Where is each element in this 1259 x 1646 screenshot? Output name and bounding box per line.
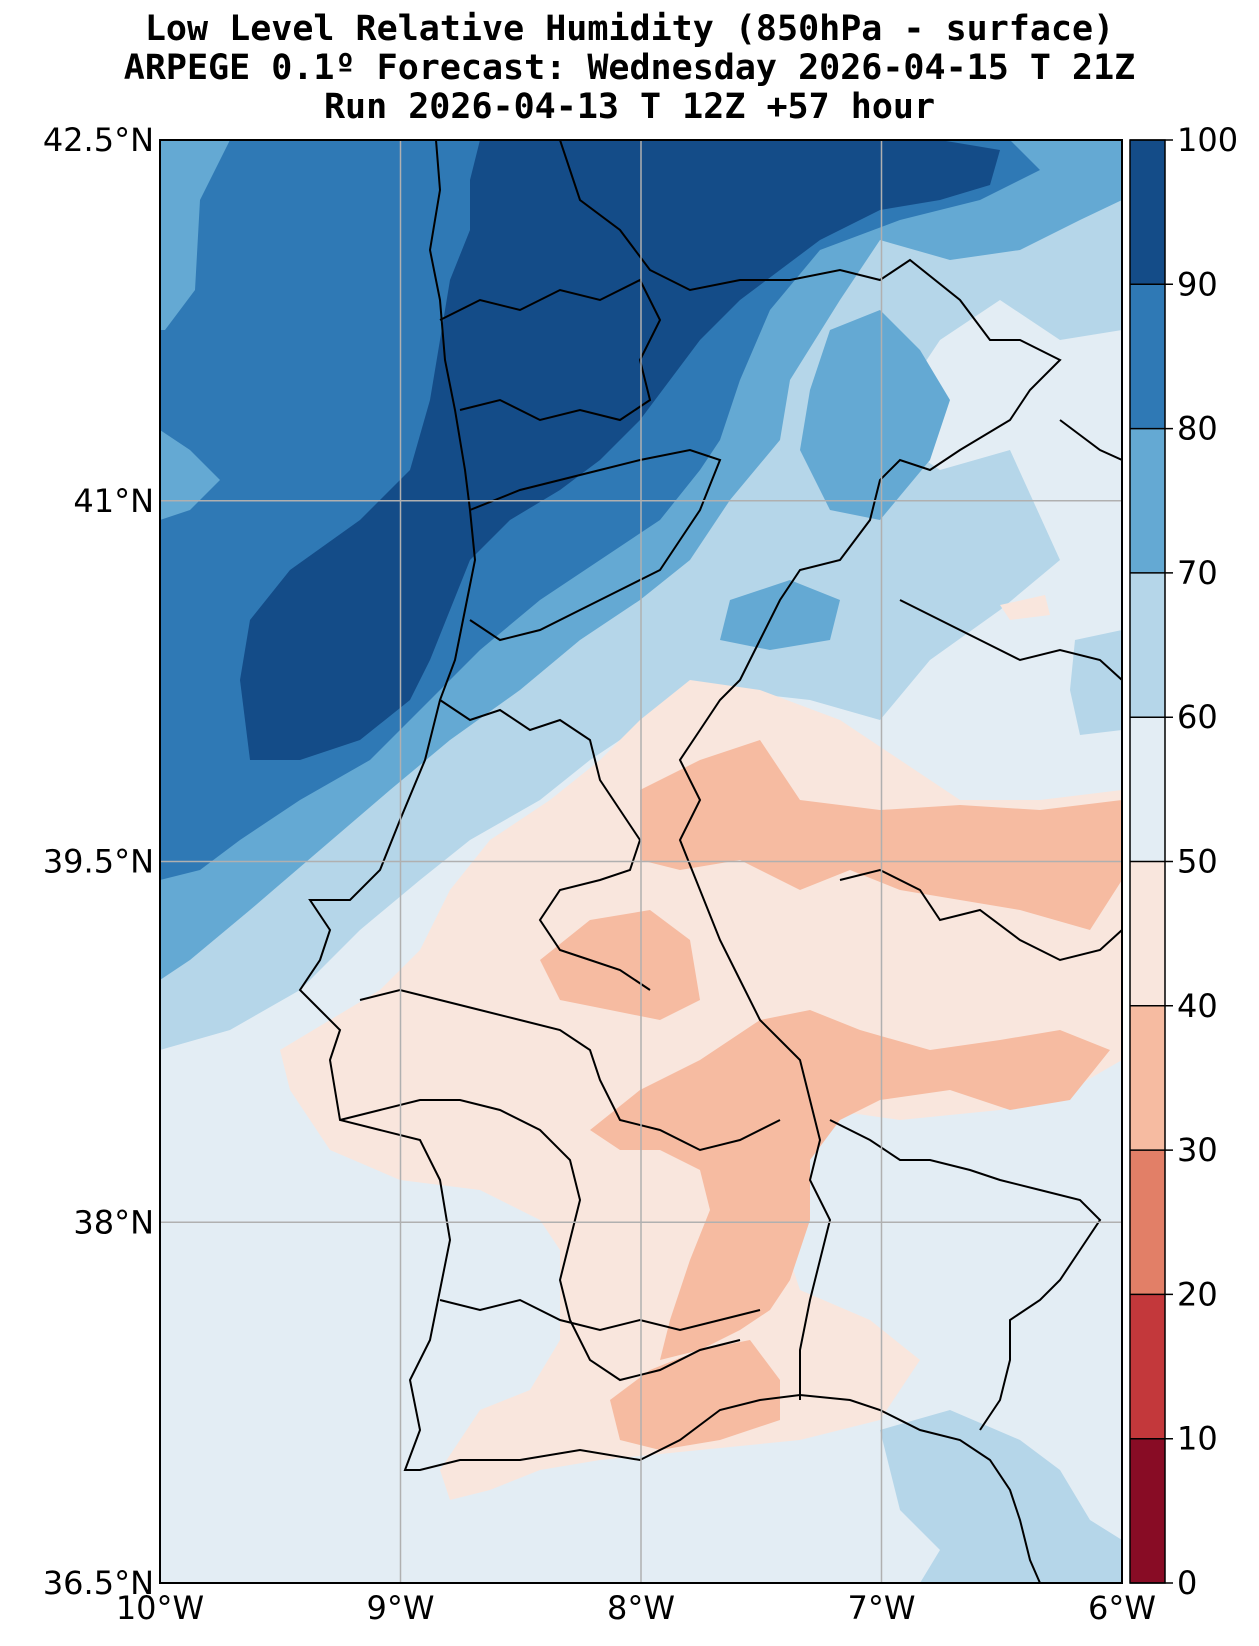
colorbar-tick-label: 70 [1177, 554, 1218, 592]
colorbar-segment [1130, 428, 1165, 574]
lat-label: 36.5°N [43, 1564, 154, 1602]
colorbar-tick-label: 10 [1177, 1420, 1218, 1458]
colorbar-tick-label: 60 [1177, 698, 1218, 736]
lat-label: 42.5°N [43, 121, 154, 159]
internal-border-6 [439, 1298, 761, 1332]
rh-band-30-40-b [540, 910, 700, 1020]
colorbar-segment [1130, 1150, 1165, 1295]
colorbar-segment [1130, 572, 1165, 718]
map-frame [159, 139, 1123, 1584]
lon-label: 10°W [116, 1589, 204, 1627]
internal-border-7 [829, 1119, 1102, 1431]
colorbar-tick-label: 0 [1177, 1564, 1197, 1602]
rh-patch-e1-40-50 [1000, 595, 1050, 620]
rh-band-30-40-c [590, 1010, 1110, 1360]
colorbar-segment [1130, 284, 1165, 430]
colorbar-segment [1130, 717, 1165, 862]
colorbar-segment [1130, 1005, 1165, 1151]
longitude-labels: 10°W 9°W 8°W 7°W 6°W [116, 1589, 1156, 1627]
internal-border-3 [439, 699, 651, 991]
internal-border-8 [1059, 419, 1122, 461]
colorbar-tick-label: 80 [1177, 410, 1218, 448]
title-line-3: Run 2026-04-13 T 12Z +57 hour [323, 87, 936, 127]
title-line-1: Low Level Relative Humidity (850hPa - su… [144, 9, 1115, 49]
colorbar-tick-label: 20 [1177, 1275, 1218, 1313]
lat-label: 41°N [73, 482, 154, 520]
coastline [298, 140, 1041, 1583]
rh-patch-se-60-70 [880, 1410, 1122, 1583]
lon-label: 8°W [607, 1589, 675, 1627]
colorbar-tick-label: 90 [1177, 265, 1218, 303]
colorbar-tick-label: 50 [1177, 843, 1218, 881]
colorbar-tick-label: 100 [1177, 121, 1238, 159]
colorbar-segment [1130, 1294, 1165, 1440]
lon-label: 7°W [848, 1589, 916, 1627]
lat-label: 38°N [73, 1203, 154, 1241]
rh-band-90-100 [240, 140, 1000, 760]
portugal-spain-border [559, 140, 1062, 1400]
internal-border-4 [359, 988, 781, 1152]
colorbar-segment [1130, 1438, 1165, 1584]
colorbar-segment [1130, 861, 1165, 1007]
internal-border-10 [899, 599, 1122, 681]
internal-border-2 [469, 448, 722, 642]
rh-patch-e-60-70 [1070, 630, 1122, 735]
latitude-labels: 42.5°N 41°N 39.5°N 38°N 36.5°N [43, 121, 154, 1602]
rh-patch-ne-70-80 [800, 310, 950, 520]
colorbar-tick-label: 30 [1177, 1131, 1218, 1169]
rh-patch-w2-70-80 [160, 430, 220, 520]
internal-border-1 [439, 278, 662, 422]
colorbar-tick-label: 40 [1177, 987, 1218, 1025]
rh-band-30-40-d [610, 1340, 780, 1450]
lon-label: 9°W [367, 1589, 435, 1627]
rh-patch-w1-70-80 [160, 140, 230, 330]
internal-border-5 [339, 1099, 741, 1382]
gridlines [160, 140, 1122, 1583]
internal-border-9 [839, 868, 1122, 962]
lon-label: 6°W [1088, 1589, 1156, 1627]
colorbar-segment [1130, 140, 1165, 285]
lat-label: 39.5°N [43, 843, 154, 881]
boundaries [298, 140, 1122, 1583]
title-line-2: ARPEGE 0.1º Forecast: Wednesday 2026-04-… [123, 48, 1136, 88]
chart-title: Low Level Relative Humidity (850hPa - su… [0, 10, 1259, 127]
rh-patch-mid-70-80 [720, 580, 840, 650]
